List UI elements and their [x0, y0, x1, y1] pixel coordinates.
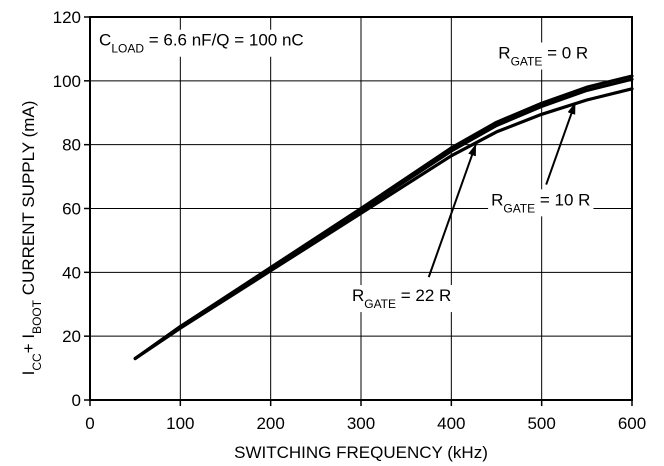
- y-tick-label: 40: [62, 263, 81, 282]
- x-tick-label: 100: [166, 414, 194, 433]
- y-tick-label: 60: [62, 200, 81, 219]
- x-tick-label: 400: [437, 414, 465, 433]
- x-tick-label: 600: [618, 414, 646, 433]
- x-tick-label: 0: [85, 414, 94, 433]
- annotation-label: RGATE = 0 R: [498, 43, 588, 68]
- series-line: [133, 77, 634, 361]
- annotation-background: [495, 42, 592, 70]
- y-tick-label: 80: [62, 136, 81, 155]
- x-tick-label: 200: [256, 414, 284, 433]
- annotation-label: RGATE = 22 R: [352, 286, 451, 311]
- annotation-arrow: [545, 102, 577, 185]
- annotation-label: RGATE = 10 R: [491, 190, 590, 215]
- series-line: [133, 74, 634, 361]
- y-tick-label: 20: [62, 327, 81, 346]
- y-tick-label: 0: [72, 391, 81, 410]
- annotation-label: CLOAD = 6.6 nF/Q = 100 nC: [99, 31, 304, 56]
- annotation-background: [488, 189, 594, 217]
- annotation-background: [96, 29, 307, 57]
- y-axis-title: ICC+ IBOOT CURRENT SUPPLY (mA): [19, 101, 44, 376]
- x-ticks: 0 100 200 300 400 500 600: [85, 400, 646, 433]
- annotation-background: [348, 285, 455, 313]
- y-tick-label: 120: [53, 8, 81, 27]
- series-line: [133, 87, 634, 361]
- x-tick-label: 500: [527, 414, 555, 433]
- y-tick-label: 100: [53, 72, 81, 91]
- annotations: CLOAD = 6.6 nF/Q = 100 nC RGATE = 0 R RGAT…: [96, 29, 594, 313]
- annotation-arrow: [427, 143, 477, 278]
- series-lines: [133, 74, 634, 361]
- x-axis-title: SWITCHING FREQUENCY (kHz): [234, 443, 488, 462]
- x-tick-label: 300: [347, 414, 375, 433]
- y-ticks: 0 20 40 60 80 100 120: [53, 8, 90, 410]
